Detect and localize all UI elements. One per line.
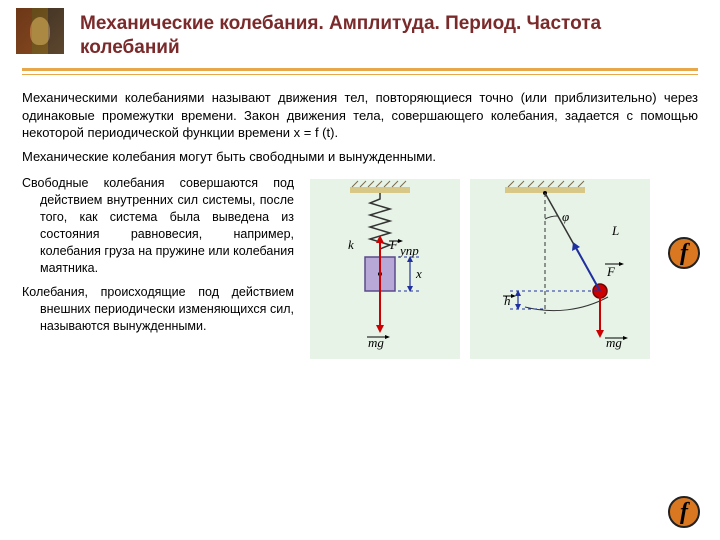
svg-text:F: F: [606, 264, 616, 279]
svg-text:x: x: [415, 266, 422, 281]
svg-text:mg: mg: [606, 335, 622, 350]
content: Механическими колебаниями называют движе…: [0, 89, 720, 359]
formula-glyph: f: [680, 240, 688, 267]
formula-link-icon[interactable]: f: [668, 496, 700, 528]
paragraph-forced-oscillations: Колебания, происходящие под действием вн…: [22, 284, 294, 335]
svg-text:h: h: [504, 293, 511, 308]
header: Механические колебания. Амплитуда. Перио…: [0, 0, 720, 60]
pendulum-diagram: φ L F mg: [470, 179, 650, 359]
paragraph-free-oscillations: Свободные колебания совершаются под дейс…: [22, 175, 294, 276]
svg-text:k: k: [348, 237, 354, 252]
formula-glyph: f: [680, 499, 688, 526]
formula-link-icon[interactable]: f: [668, 237, 700, 269]
slide-icon: [16, 8, 64, 54]
left-column: Свободные колебания совершаются под дейс…: [22, 175, 302, 359]
page-title: Механические колебания. Амплитуда. Перио…: [80, 8, 704, 60]
paragraph-types: Механические колебания могут быть свобод…: [22, 148, 698, 166]
diagrams-area: k F упр x mg: [302, 175, 698, 359]
divider: [0, 60, 720, 90]
svg-text:упр: упр: [398, 243, 419, 258]
svg-text:φ: φ: [562, 209, 569, 224]
svg-text:L: L: [611, 223, 619, 238]
svg-text:F: F: [389, 237, 399, 252]
spring-mass-diagram: k F упр x mg: [310, 179, 460, 359]
paragraph-definition: Механическими колебаниями называют движе…: [22, 89, 698, 142]
